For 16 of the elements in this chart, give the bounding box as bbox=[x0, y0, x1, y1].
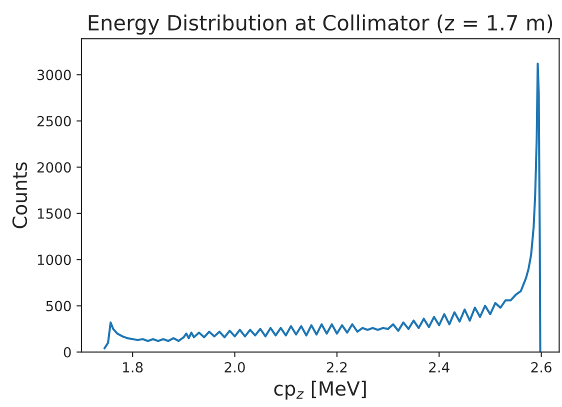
y-tick-label: 2000 bbox=[37, 162, 71, 173]
x-tick-label: 1.8 bbox=[123, 362, 143, 373]
y-tick-label: 1000 bbox=[38, 254, 71, 266]
y-tick-label: 0 bbox=[64, 347, 71, 358]
y-tick-label: 1500 bbox=[38, 208, 71, 219]
x-axis-title: cp$_{z}$ [MeV] bbox=[274, 380, 366, 400]
y-tick-label: 3000 bbox=[37, 70, 71, 80]
y-tick-label: 500 bbox=[46, 300, 71, 312]
line-series bbox=[103, 62, 542, 352]
y-tick-label: 2500 bbox=[37, 116, 71, 126]
chart-title: Energy Distribution at Collimator (z = 1.7 m) bbox=[88, 14, 552, 35]
x-tick-label: 2.0 bbox=[224, 362, 245, 373]
x-tick-label: 2.4 bbox=[429, 362, 450, 372]
y-axis-title: Counts bbox=[12, 162, 28, 228]
x-tick-label: 2.6 bbox=[531, 362, 552, 373]
x-tick-label: 2.2 bbox=[326, 362, 347, 372]
